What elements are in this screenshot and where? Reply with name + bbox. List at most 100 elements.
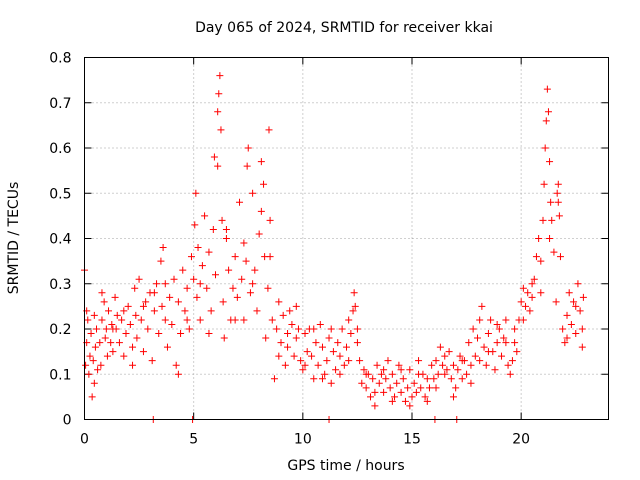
data-point [246, 289, 254, 297]
data-point [513, 348, 521, 356]
data-point [166, 293, 174, 301]
y-tick-labels: 0 0.1 0.2 0.3 0.4 0.5 0.6 0.7 0.8 [49, 51, 71, 429]
data-point [441, 370, 449, 378]
data-point [113, 311, 121, 319]
data-point [504, 361, 512, 369]
data-point [393, 379, 401, 387]
data-point [425, 384, 433, 392]
data-point [430, 375, 438, 383]
data-point [205, 330, 213, 338]
data-point [345, 316, 353, 324]
data-point [541, 144, 549, 152]
data-point [198, 262, 206, 270]
data-point [214, 162, 222, 170]
data-point [225, 266, 233, 274]
data-point [380, 388, 388, 396]
data-point [183, 316, 191, 324]
data-point [126, 320, 134, 328]
data-point [273, 325, 281, 333]
data-point [243, 162, 251, 170]
data-point [249, 189, 257, 197]
data-points [81, 72, 587, 423]
data-point [270, 375, 278, 383]
data-point [362, 384, 370, 392]
plot-frame [84, 57, 609, 420]
data-point [244, 144, 252, 152]
data-point [388, 370, 396, 378]
data-point [546, 235, 554, 242]
data-point [384, 357, 392, 365]
data-point [97, 361, 105, 369]
data-point [316, 320, 324, 328]
data-point [476, 316, 484, 324]
data-point [399, 375, 407, 383]
data-point [301, 361, 309, 369]
data-point [535, 235, 543, 242]
data-point [432, 357, 440, 365]
data-point [96, 339, 104, 347]
data-point [576, 307, 584, 315]
data-point [358, 379, 366, 387]
data-point [474, 334, 481, 342]
data-point [253, 307, 261, 315]
data-point [445, 348, 453, 356]
data-point [163, 343, 171, 351]
data-point [360, 366, 368, 374]
data-point [511, 325, 519, 333]
data-point [255, 230, 263, 238]
data-point [260, 180, 268, 188]
data-point [555, 212, 563, 220]
data-point [120, 307, 128, 315]
data-point [517, 298, 525, 306]
data-point [553, 189, 561, 197]
data-point [559, 325, 567, 333]
data-point [350, 289, 358, 297]
data-point [84, 316, 92, 324]
data-point [118, 316, 126, 324]
data-point [101, 334, 109, 342]
data-point [449, 361, 457, 369]
data-point [362, 370, 370, 378]
data-point [207, 307, 215, 315]
data-point [310, 375, 318, 383]
data-point [436, 343, 444, 351]
data-point [264, 284, 272, 292]
chart-title: Day 065 of 2024, SRMTID for receiver kka… [195, 20, 493, 36]
data-point [449, 393, 457, 401]
data-point [567, 320, 575, 328]
data-point [159, 244, 167, 252]
y-tick-label: 0.8 [49, 51, 71, 67]
data-point [351, 302, 359, 310]
data-point [391, 393, 399, 401]
data-point [318, 343, 326, 351]
data-point [174, 298, 182, 306]
data-point [201, 212, 209, 220]
data-point [196, 316, 204, 324]
data-point [415, 357, 423, 365]
data-point [471, 352, 479, 360]
data-point [548, 216, 556, 224]
data-point [238, 275, 246, 283]
x-tick-label: 20 [512, 432, 530, 448]
data-point [506, 370, 514, 378]
data-point [467, 379, 475, 387]
data-point [87, 330, 95, 338]
data-point [511, 339, 519, 347]
data-point [312, 339, 320, 347]
data-point [539, 216, 547, 224]
data-point [484, 348, 492, 356]
data-point [502, 339, 510, 347]
data-point [421, 393, 429, 401]
data-point [148, 357, 156, 365]
data-point [150, 289, 158, 297]
data-point [458, 375, 466, 383]
data-point [85, 370, 93, 378]
data-point [336, 352, 344, 360]
data-point [484, 330, 492, 338]
data-point [218, 216, 226, 224]
data-point [168, 320, 176, 328]
x-tick-labels: 0 5 10 15 20 [80, 432, 530, 448]
data-point [212, 271, 219, 279]
data-point [327, 379, 335, 387]
data-point [454, 366, 462, 374]
